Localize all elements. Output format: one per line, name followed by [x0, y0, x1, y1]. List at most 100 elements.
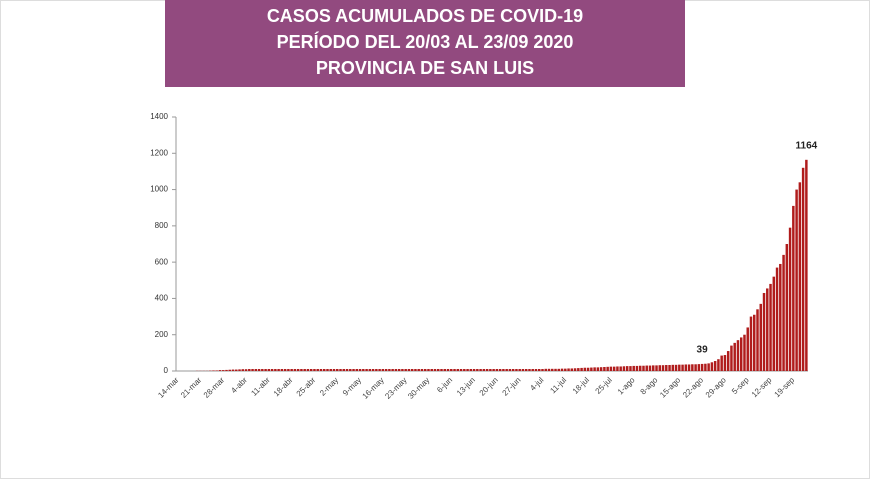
bar	[648, 365, 652, 371]
x-tick-label: 25-jul	[594, 375, 614, 395]
bar	[616, 366, 619, 371]
bar	[264, 369, 267, 371]
y-tick-label: 1000	[150, 185, 168, 194]
x-tick-label: 15-ago	[658, 375, 682, 399]
bar	[612, 366, 616, 371]
bar	[485, 369, 489, 371]
bar	[645, 365, 648, 371]
bar	[495, 369, 499, 371]
bar	[472, 369, 476, 371]
bar	[756, 309, 759, 371]
data-label: 1164	[796, 140, 818, 151]
bar	[463, 369, 466, 371]
bar	[730, 345, 733, 371]
bar	[427, 369, 430, 371]
bar	[254, 369, 258, 371]
bar	[681, 364, 684, 371]
bar	[332, 369, 336, 371]
bar	[309, 369, 313, 371]
x-tick-label: 6-jun	[435, 376, 454, 395]
bar	[498, 369, 502, 371]
bar	[733, 342, 736, 371]
bar	[505, 369, 508, 371]
bar	[577, 368, 580, 371]
bar	[502, 369, 505, 371]
bar	[717, 359, 720, 371]
x-tick-label: 1-ago	[616, 375, 637, 396]
bar	[739, 337, 743, 371]
bar	[694, 364, 697, 371]
x-tick-label: 28-mar	[202, 375, 227, 400]
bar	[736, 340, 740, 371]
bar	[622, 366, 626, 371]
bar	[456, 369, 460, 371]
x-tick-label: 22-ago	[681, 375, 705, 399]
bar	[296, 369, 300, 371]
bar	[437, 369, 440, 371]
bar	[792, 205, 795, 371]
bar	[710, 362, 714, 371]
bar	[368, 369, 372, 371]
bar	[769, 283, 772, 371]
bar	[567, 368, 570, 371]
bar	[606, 366, 609, 371]
bar	[678, 364, 681, 371]
bar	[293, 369, 297, 371]
bar	[772, 276, 776, 371]
y-tick-label: 600	[155, 257, 169, 266]
bar	[700, 363, 704, 371]
bar	[720, 355, 723, 371]
bar	[762, 292, 766, 371]
bar	[466, 369, 469, 371]
bar	[420, 369, 424, 371]
bar	[713, 361, 717, 371]
bar	[515, 369, 518, 371]
bar	[521, 369, 525, 371]
x-tick-label: 8-ago	[639, 375, 660, 396]
bar	[632, 365, 635, 371]
bar	[560, 368, 564, 371]
bar	[638, 365, 642, 371]
x-tick-label: 11-jul	[548, 375, 568, 395]
bar	[349, 369, 352, 371]
bar	[668, 365, 671, 371]
bar	[326, 369, 329, 371]
bar	[215, 370, 218, 371]
x-tick-label: 27-jun	[500, 376, 522, 398]
bar	[524, 369, 528, 371]
bar	[303, 369, 306, 371]
bar	[391, 369, 394, 371]
chart-title: PERÍODO DEL 20/03 AL 23/09 2020	[277, 31, 574, 52]
bar	[352, 369, 355, 371]
bar	[492, 369, 495, 371]
bar	[371, 369, 375, 371]
bar	[329, 369, 332, 371]
bar	[280, 369, 284, 371]
y-tick-label: 400	[155, 294, 169, 303]
x-tick-label: 4-jul	[528, 375, 545, 392]
bar	[404, 369, 407, 371]
bar	[658, 365, 662, 371]
bar	[358, 369, 362, 371]
bar	[590, 367, 593, 371]
bar	[759, 303, 763, 371]
bar	[652, 365, 655, 371]
bar	[228, 369, 231, 371]
y-tick-label: 0	[164, 366, 169, 375]
bar	[339, 369, 342, 371]
bar	[469, 369, 473, 371]
bar	[541, 369, 544, 371]
bar	[625, 366, 629, 371]
y-tick-label: 200	[155, 330, 169, 339]
bar	[795, 189, 798, 371]
bar	[691, 364, 694, 371]
bar	[537, 369, 541, 371]
x-tick-label: 4-abr	[229, 375, 249, 395]
x-tick-label: 16-may	[361, 376, 386, 401]
bar	[244, 369, 248, 371]
bar	[257, 369, 261, 371]
bar	[687, 364, 691, 371]
bar	[336, 369, 339, 371]
bar	[221, 370, 225, 371]
bar	[586, 367, 590, 371]
